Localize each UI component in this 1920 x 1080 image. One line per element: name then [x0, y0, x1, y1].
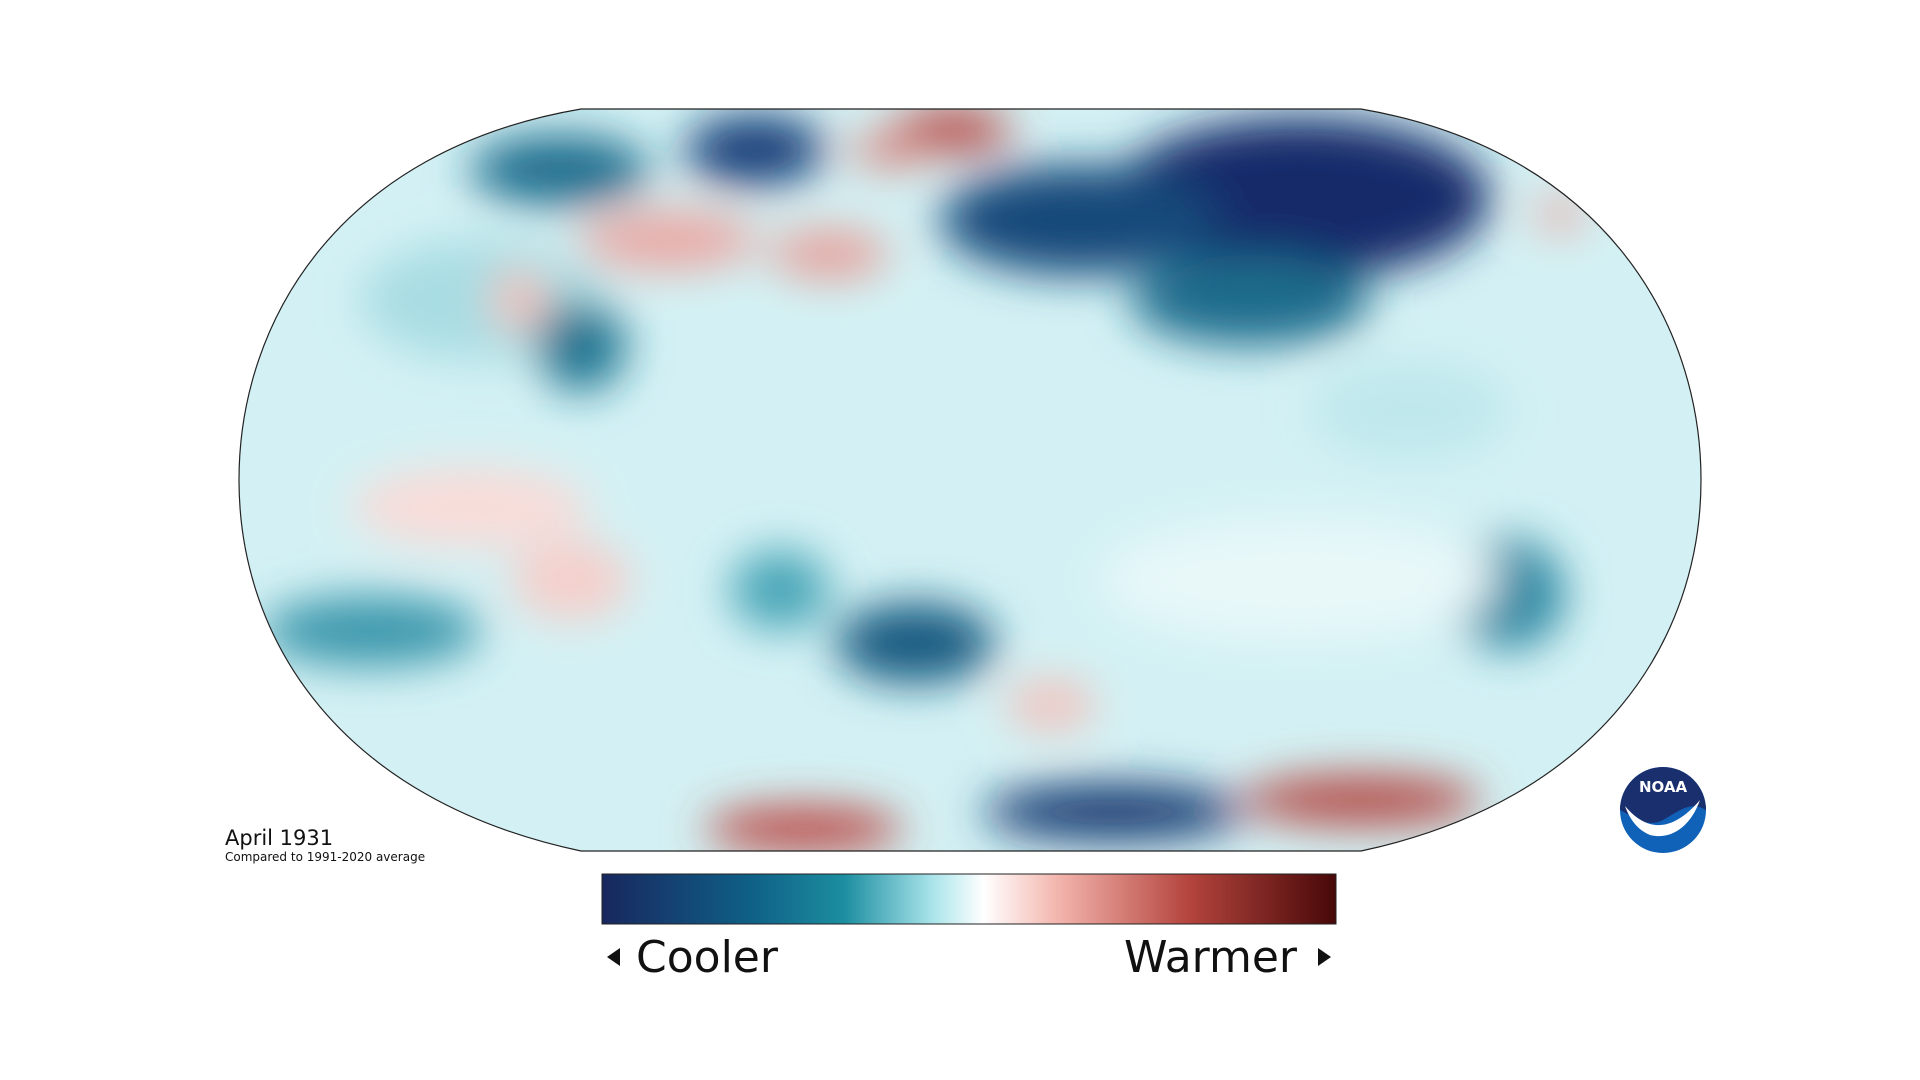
logo-text: NOAA	[1639, 778, 1688, 796]
map-title: April 1931	[225, 826, 333, 850]
color-bar	[601, 873, 1337, 925]
anomaly-map	[239, 109, 1701, 851]
legend-low: Cooler	[636, 932, 779, 983]
arrow-right	[1318, 948, 1331, 966]
map-subtitle: Compared to 1991-2020 average	[225, 850, 425, 864]
arrow-left	[607, 948, 620, 966]
legend-high: Warmer	[1124, 932, 1298, 983]
noaa-logo: NOAA	[1620, 767, 1706, 853]
map-outline	[238, 108, 1702, 852]
